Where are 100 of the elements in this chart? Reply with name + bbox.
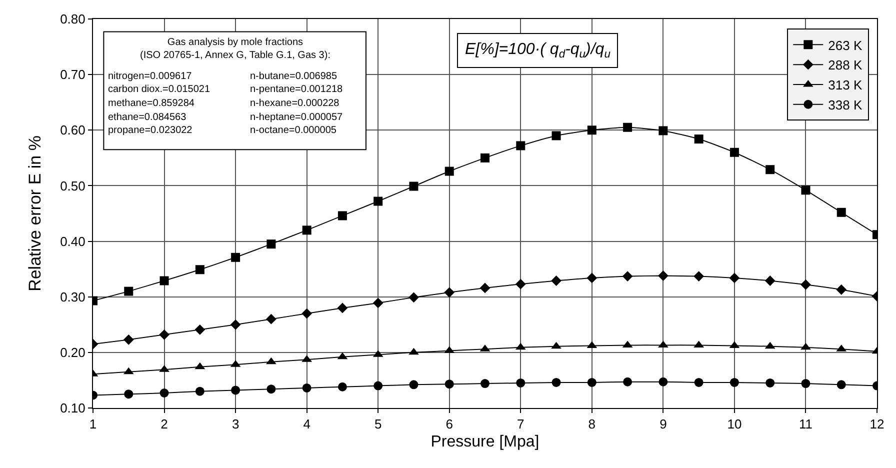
x-tick-label: 3 (232, 416, 240, 432)
x-tick-label: 8 (588, 416, 596, 432)
point (800, 279, 811, 290)
point (408, 348, 419, 355)
point (836, 208, 846, 217)
point (159, 329, 170, 340)
point (230, 319, 241, 330)
x-tick-label: 6 (446, 416, 453, 432)
y-tick-label: 0.40 (60, 234, 86, 249)
point (409, 380, 418, 390)
y-tick-label: 0.60 (60, 122, 86, 138)
annotation: nitrogen=0.009617 (108, 71, 192, 82)
point (302, 308, 312, 319)
annotation: ethane=0.084563 (108, 112, 187, 123)
annotation: n-hexane=0.000228 (250, 98, 340, 109)
point (266, 384, 276, 394)
point (338, 382, 347, 392)
annotation: n-butane=0.006985 (250, 71, 338, 82)
point (801, 186, 810, 195)
x-axis-title: Pressure [Mpa] (430, 433, 540, 450)
x-tick-label: 10 (727, 416, 742, 432)
point (623, 122, 632, 132)
legend-label: 338 K (828, 97, 862, 112)
point (123, 334, 134, 345)
point (160, 276, 169, 286)
point (694, 134, 704, 144)
point (694, 271, 704, 282)
point (766, 165, 775, 174)
point (800, 342, 811, 350)
y-tick-label: 0.20 (60, 344, 86, 360)
point (266, 240, 276, 249)
point (730, 148, 739, 157)
annotation: n-octane=0.000005 (250, 125, 337, 136)
x-tick-label: 5 (374, 416, 382, 432)
point (195, 265, 204, 274)
x-tick-label: 2 (160, 416, 168, 432)
point (586, 272, 598, 284)
point (516, 378, 526, 388)
legend-label: 288 K (828, 58, 862, 73)
y-tick-label: 0.30 (60, 289, 86, 304)
point (302, 226, 312, 235)
point (374, 196, 383, 206)
point (551, 342, 562, 349)
point (409, 182, 418, 191)
point (587, 126, 596, 135)
point (337, 302, 348, 314)
point (552, 131, 561, 140)
point (160, 388, 169, 398)
point (302, 383, 312, 392)
annotation: n-pentane=0.001218 (250, 84, 344, 95)
point (836, 380, 846, 390)
point (374, 381, 383, 390)
legend-label: 263 K (828, 38, 862, 53)
point (480, 153, 490, 162)
point (836, 284, 847, 295)
point (444, 380, 454, 389)
point (266, 314, 276, 324)
x-tick-label: 7 (517, 416, 524, 432)
point (552, 378, 561, 387)
point (766, 378, 775, 388)
point (622, 271, 633, 282)
y-tick-label: 0.70 (60, 67, 86, 82)
y-axis-title: Relative error E in % (26, 136, 45, 292)
point (338, 211, 347, 220)
point (551, 276, 562, 286)
annotation: methane=0.859284 (108, 98, 195, 109)
point (694, 378, 704, 387)
annotation: carbon diox.=0.015021 (108, 84, 210, 95)
x-tick-label: 12 (870, 416, 884, 432)
point (516, 141, 526, 150)
point (194, 324, 206, 335)
x-tick-label: 4 (303, 416, 310, 432)
point (801, 379, 810, 388)
annotation: propane=0.023022 (108, 125, 193, 136)
point (408, 292, 419, 303)
point (480, 379, 490, 388)
point (730, 378, 739, 387)
annotation: n-heptane=0.000057 (250, 112, 344, 123)
x-tick-label: 9 (660, 416, 667, 432)
point (372, 298, 384, 308)
point (444, 166, 454, 176)
point (658, 270, 668, 281)
point (231, 386, 240, 395)
point (587, 378, 596, 387)
point (658, 377, 668, 386)
point (623, 377, 632, 386)
point (764, 276, 776, 286)
point (231, 252, 240, 262)
point (124, 390, 134, 399)
legend-label: 313 K (828, 78, 862, 93)
x-tick-label: 11 (798, 416, 812, 432)
point (658, 126, 668, 136)
point (729, 272, 740, 284)
point (195, 386, 204, 396)
point (515, 278, 526, 290)
y-tick-label: 0.80 (60, 12, 86, 27)
point (444, 287, 455, 298)
point (124, 286, 134, 296)
annotation: E[%]=100·( q$_{d}$-q$_{u}$)/q$_{u}$ (465, 41, 610, 60)
point (480, 282, 490, 294)
